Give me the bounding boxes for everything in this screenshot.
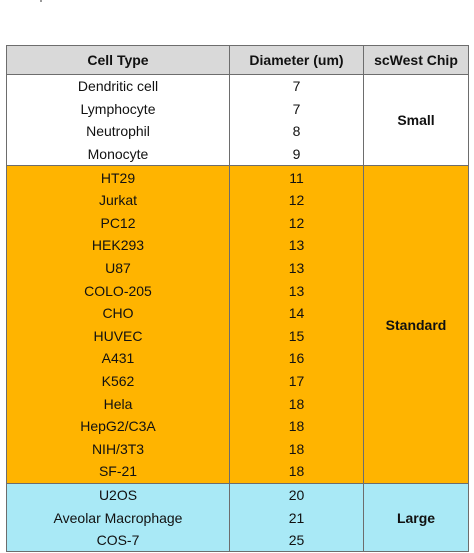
- cell-type-cell: HT29: [6, 165, 230, 189]
- header-diameter: Diameter (um): [229, 45, 364, 75]
- chip-size-cell: Small: [363, 73, 469, 167]
- cell-type-cell: COLO-205: [6, 279, 230, 302]
- diameter-cell: 7: [229, 97, 364, 121]
- cell-size-table: Cell Type Diameter (um) scWest Chip Dend…: [6, 45, 469, 553]
- diameter-cell: 18: [229, 392, 364, 415]
- cell-type-cell: A431: [6, 347, 230, 370]
- diameter-cell: 13: [229, 279, 364, 302]
- cell-type-cell: HUVEC: [6, 324, 230, 348]
- chip-size-cell: Standard: [363, 165, 469, 484]
- diameter-cell: 12: [229, 188, 364, 212]
- table-row: HT29 11 Standard: [6, 165, 469, 484]
- table-row: K562 17: [6, 369, 469, 393]
- table-row: PC12 12: [6, 211, 469, 235]
- table-row: NIH/3T3 18: [6, 437, 469, 461]
- table-row: Neutrophil 8: [6, 120, 469, 143]
- cell-type-cell: Lymphocyte: [6, 97, 230, 121]
- table-row: Jurkat 12: [6, 188, 469, 212]
- table-row: Dendritic cell 7 Small: [6, 73, 469, 167]
- table-row: U87 13: [6, 256, 469, 280]
- diameter-cell: 15: [229, 324, 364, 348]
- cell-type-cell: SF-21: [6, 460, 230, 484]
- diameter-cell: 8: [229, 120, 364, 143]
- diameter-cell: 14: [229, 301, 364, 325]
- cell-type-cell: Jurkat: [6, 188, 230, 212]
- header-row: Cell Type Diameter (um) scWest Chip: [6, 45, 469, 75]
- diameter-cell: 13: [229, 256, 364, 280]
- diameter-cell: 17: [229, 369, 364, 393]
- table-row: HEK293 13: [6, 234, 469, 257]
- diameter-cell: 18: [229, 437, 364, 461]
- table-row: CHO 14: [6, 301, 469, 325]
- diameter-cell: 20: [229, 482, 364, 507]
- table-row: U2OS 20 Large: [6, 482, 469, 553]
- cell-type-cell: Dendritic cell: [6, 73, 230, 98]
- table-row: A431 16: [6, 347, 469, 370]
- diameter-cell: 21: [229, 506, 364, 529]
- header-scwest-chip: scWest Chip: [363, 45, 469, 75]
- diameter-cell: 18: [229, 460, 364, 484]
- cell-type-cell: PC12: [6, 211, 230, 235]
- header-cell-type: Cell Type: [6, 45, 230, 75]
- cell-type-cell: HepG2/C3A: [6, 414, 230, 438]
- cell-type-cell: HEK293: [6, 234, 230, 257]
- cell-type-cell: U2OS: [6, 482, 230, 507]
- cell-type-cell: Hela: [6, 392, 230, 415]
- table-row: Aveolar Macrophage 21: [6, 506, 469, 529]
- diameter-cell: 13: [229, 234, 364, 257]
- cell-type-cell: NIH/3T3: [6, 437, 230, 461]
- table-row: HepG2/C3A 18: [6, 414, 469, 438]
- cell-type-cell: COS-7: [6, 528, 230, 553]
- table-body: Dendritic cell 7 Small Lymphocyte 7 Neutrophi…: [6, 73, 469, 553]
- diameter-cell: 12: [229, 211, 364, 235]
- table-row: COS-7 25: [6, 528, 469, 553]
- table-row: SF-21 18: [6, 460, 469, 484]
- diameter-cell: 11: [229, 165, 364, 189]
- table-row: Hela 18: [6, 392, 469, 415]
- cell-type-cell: Monocyte: [6, 142, 230, 166]
- table-row: COLO-205 13: [6, 279, 469, 302]
- diameter-cell: 9: [229, 142, 364, 166]
- chip-size-cell: Large: [363, 482, 469, 553]
- diameter-cell: 7: [229, 73, 364, 98]
- cell-type-cell: U87: [6, 256, 230, 280]
- diameter-cell: 18: [229, 414, 364, 438]
- table-row: HUVEC 15: [6, 324, 469, 348]
- table-row: Monocyte 9: [6, 142, 469, 166]
- cell-type-cell: CHO: [6, 301, 230, 325]
- diameter-cell: 16: [229, 347, 364, 370]
- cell-type-cell: K562: [6, 369, 230, 393]
- table-row: Lymphocyte 7: [6, 97, 469, 121]
- stray-mark: [40, 0, 42, 2]
- diameter-cell: 25: [229, 528, 364, 553]
- cell-type-cell: Aveolar Macrophage: [6, 506, 230, 529]
- cell-type-cell: Neutrophil: [6, 120, 230, 143]
